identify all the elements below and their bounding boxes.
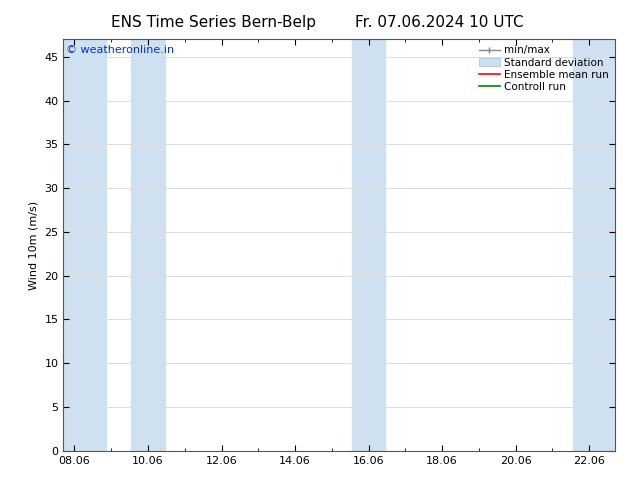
Bar (352, 39, 385, 451)
Text: ENS Time Series Bern-Belp        Fr. 07.06.2024 10 UTC: ENS Time Series Bern-Belp Fr. 07.06.2024… (111, 15, 523, 30)
Bar (63, 39, 106, 451)
Bar (131, 39, 165, 451)
Bar (573, 39, 615, 451)
Legend: min/max, Standard deviation, Ensemble mean run, Controll run: min/max, Standard deviation, Ensemble me… (475, 41, 613, 96)
Text: © weatheronline.in: © weatheronline.in (66, 46, 174, 55)
Y-axis label: Wind 10m (m/s): Wind 10m (m/s) (29, 200, 39, 290)
